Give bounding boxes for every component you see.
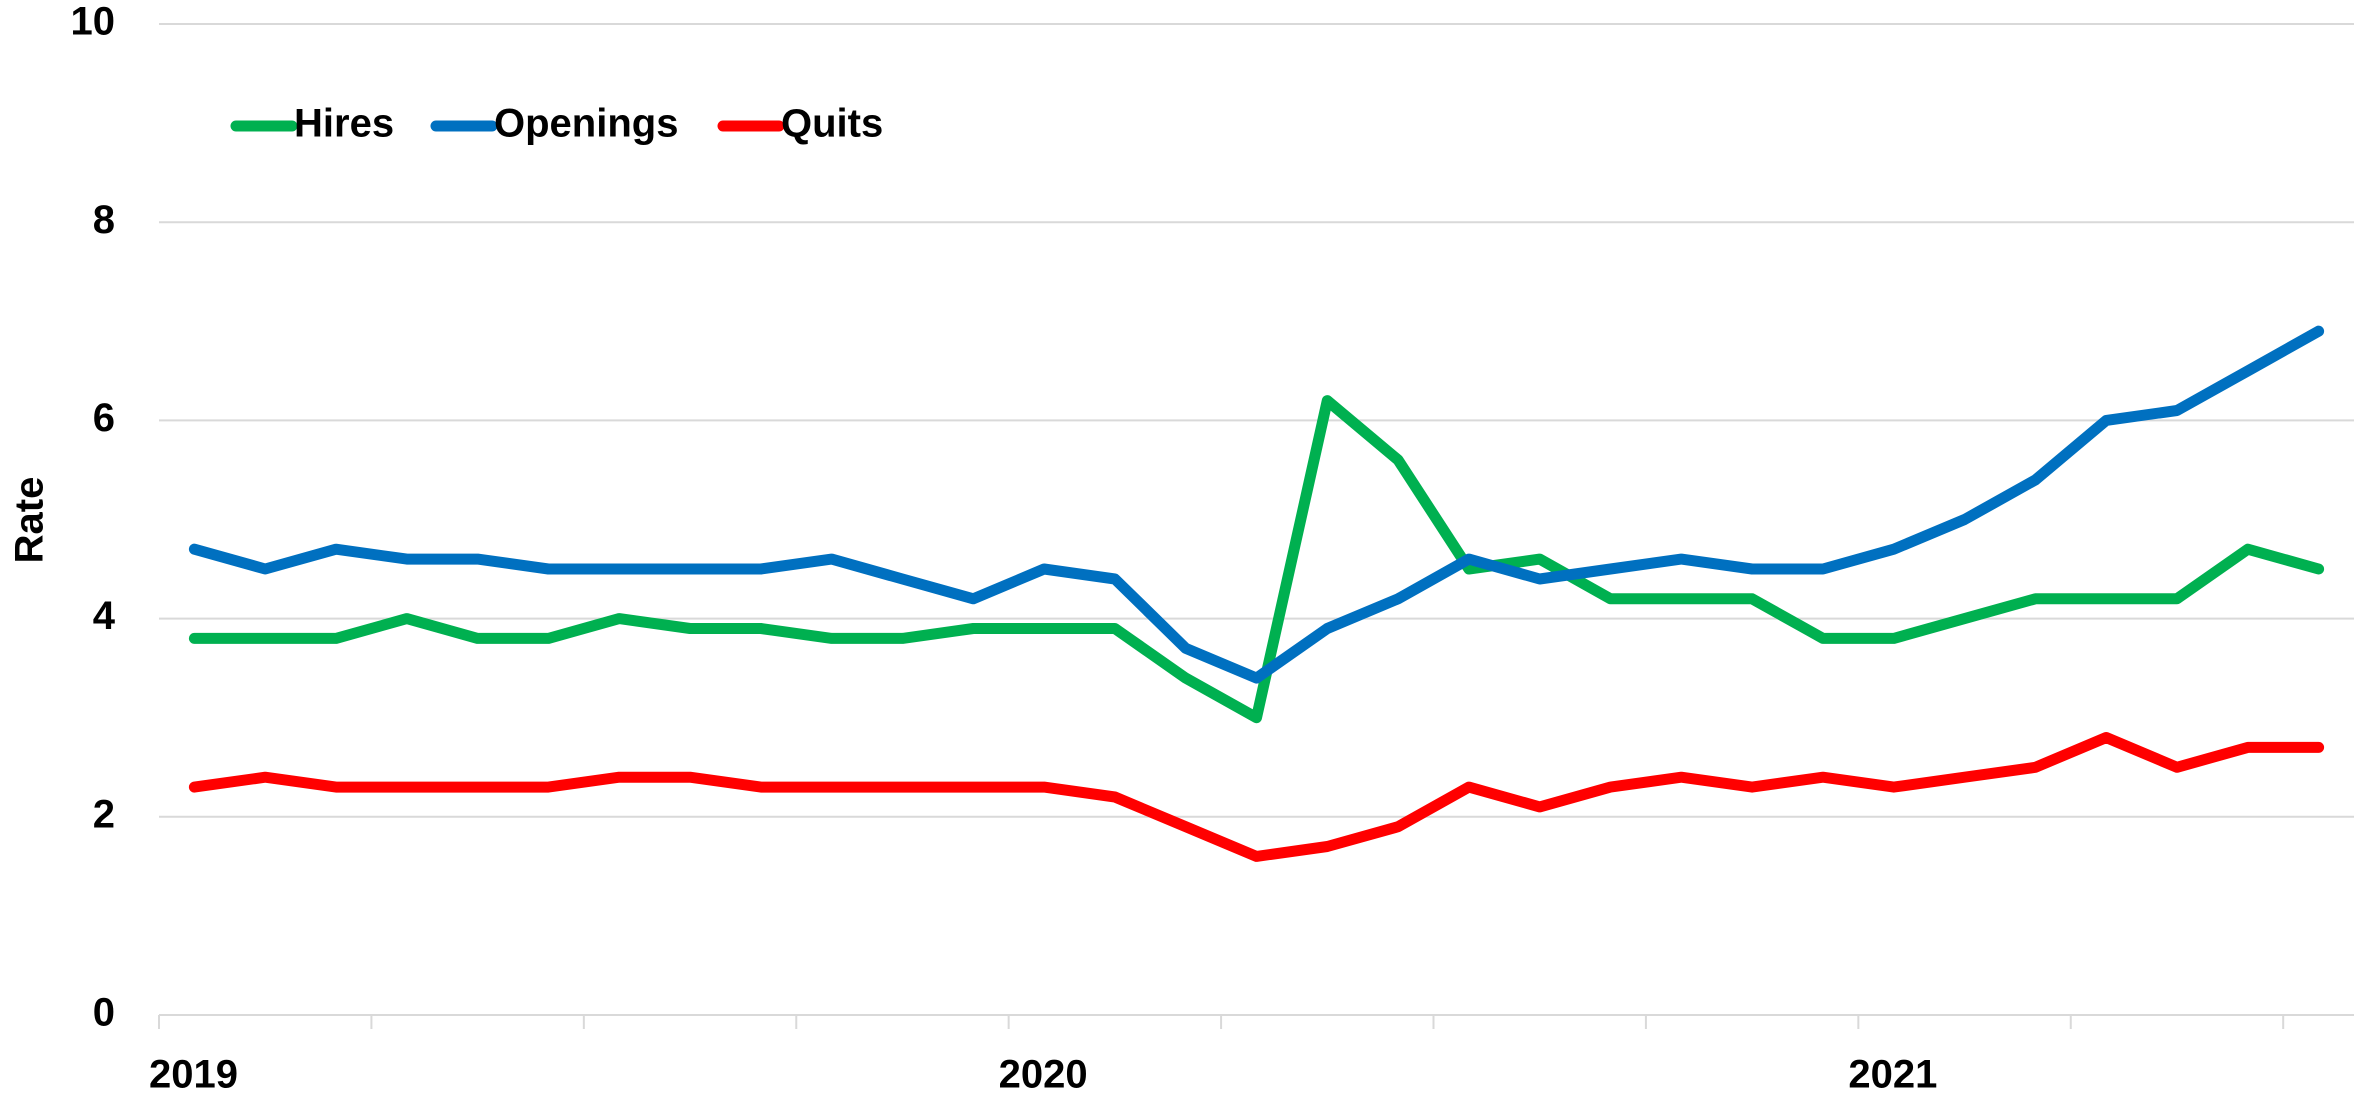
legend-label: Hires (294, 102, 394, 146)
x-tick-label: 2021 (1848, 1053, 1937, 1097)
y-axis-label: Rate (8, 477, 52, 564)
line-series (188, 732, 2325, 862)
y-tick-label: 2 (93, 792, 115, 836)
legend-label: Quits (781, 102, 883, 146)
x-tick-label: 2020 (999, 1053, 1088, 1097)
x-tick-label: 2019 (149, 1053, 238, 1097)
y-tick-label: 6 (93, 396, 115, 440)
y-tick-label: 4 (93, 594, 116, 638)
y-tick-label: 0 (93, 991, 115, 1035)
y-tick-label: 10 (71, 0, 116, 44)
line-series (188, 395, 2325, 724)
legend-label: Openings (494, 102, 678, 146)
y-tick-label: 8 (93, 198, 115, 242)
line-series (188, 325, 2325, 684)
